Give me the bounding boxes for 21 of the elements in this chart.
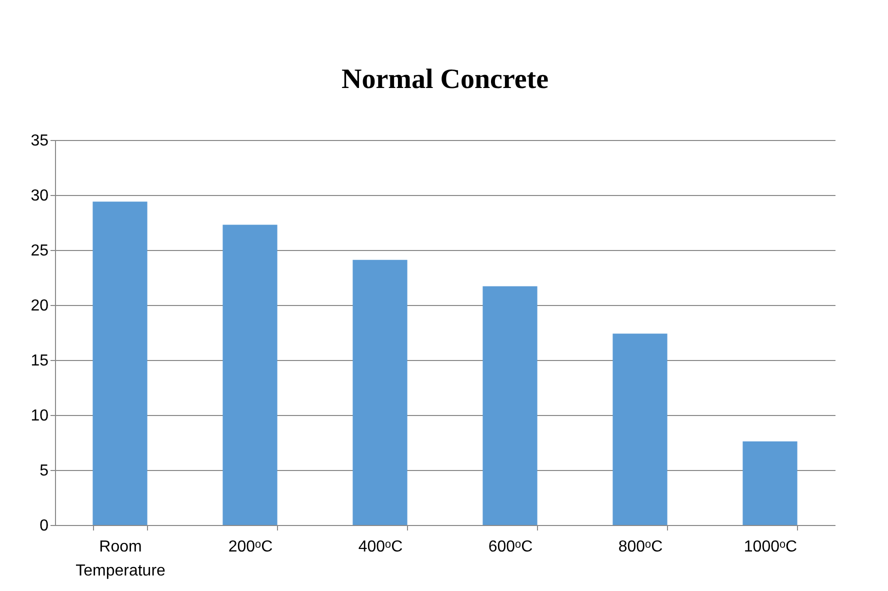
bar (742, 441, 798, 525)
y-tick-label: 30 (30, 188, 49, 204)
bar (482, 286, 538, 525)
x-tick-label: 800ᵒC (618, 538, 663, 556)
x-tick-label: Room Temperature (76, 538, 166, 580)
y-tick-label: 25 (30, 242, 49, 260)
x-tick-label: 600ᵒC (488, 538, 533, 556)
x-tick-label: 200ᵒC (228, 538, 273, 556)
y-tick-label: 5 (40, 462, 49, 480)
bar (92, 202, 148, 525)
y-tick-label: 35 (30, 132, 49, 150)
chart-title: Normal Concrete (341, 64, 549, 95)
bar (352, 260, 408, 525)
x-tick-label: 400ᵒC (358, 538, 403, 556)
y-tick-label: 15 (30, 352, 49, 370)
y-tick-label: 0 (40, 518, 49, 534)
y-tick-label: 20 (30, 298, 49, 314)
bar (222, 224, 278, 525)
y-tick-label: 10 (30, 408, 49, 424)
bar (612, 334, 668, 525)
x-tick-label: 1000ᵒC (744, 538, 798, 556)
